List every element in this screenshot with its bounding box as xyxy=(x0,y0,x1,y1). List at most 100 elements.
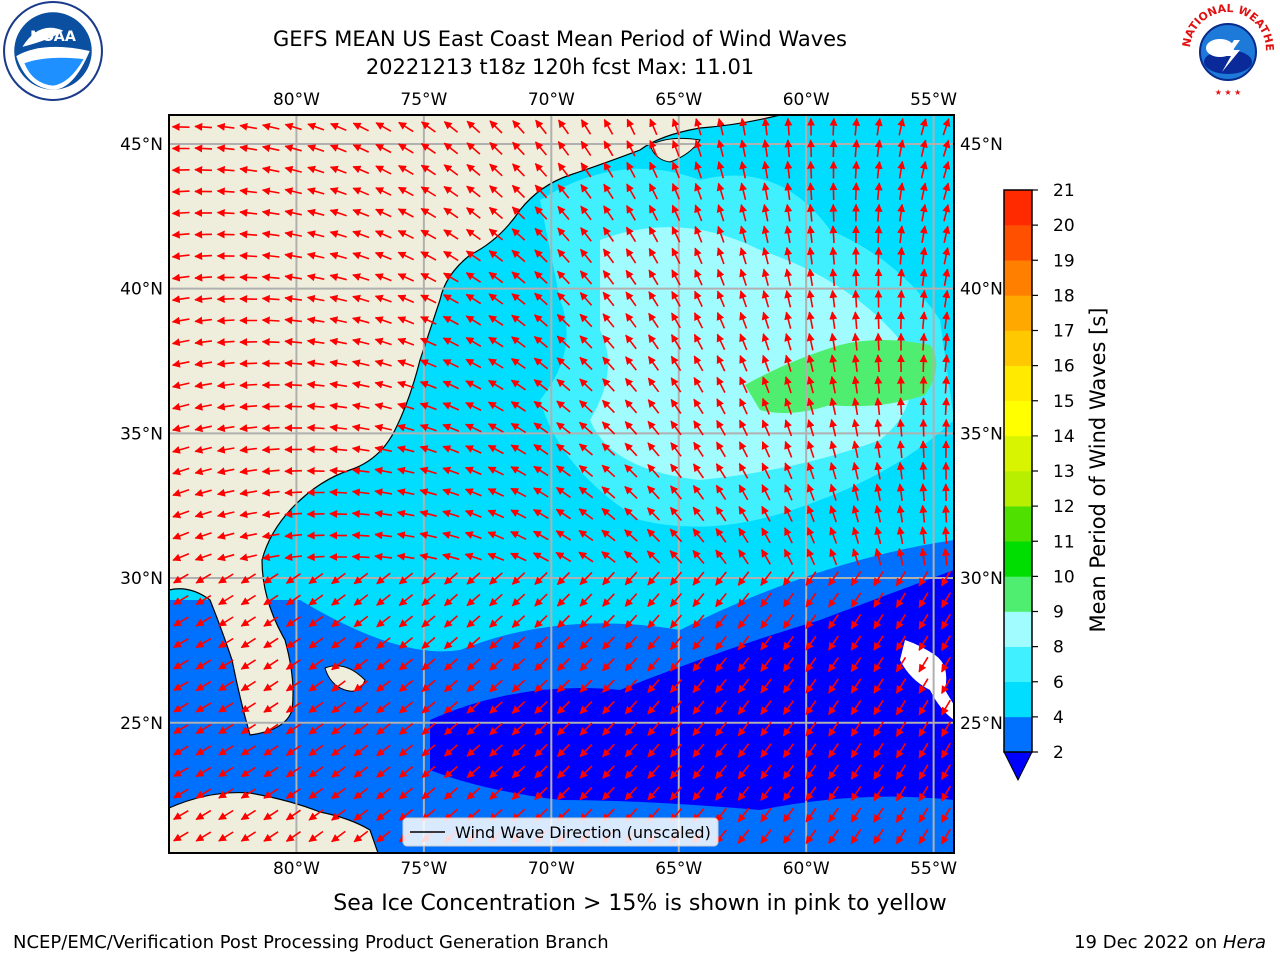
wave-arrow xyxy=(352,144,370,153)
wave-arrow xyxy=(556,314,571,327)
wave-arrow xyxy=(671,247,681,264)
wave-arrow xyxy=(873,592,884,608)
wave-arrow xyxy=(874,160,883,179)
wave-arrow xyxy=(784,527,793,544)
wave-arrow xyxy=(828,764,839,780)
wave-arrow xyxy=(308,572,324,585)
wave-arrow xyxy=(896,526,905,545)
wave-arrow xyxy=(648,291,659,307)
wave-arrow xyxy=(306,273,325,282)
wave-arrow xyxy=(602,636,615,650)
wave-arrow xyxy=(261,273,280,282)
wave-arrow xyxy=(534,722,548,736)
lon-tick-label: 80°W xyxy=(273,90,320,110)
wave-arrow xyxy=(171,252,190,261)
wave-arrow xyxy=(625,248,637,264)
wave-arrow xyxy=(239,122,258,131)
wave-arrow xyxy=(896,375,905,394)
wave-arrow xyxy=(647,636,660,651)
wave-arrow xyxy=(216,488,235,497)
wave-arrow xyxy=(624,507,638,521)
wave-arrow xyxy=(194,381,213,390)
wave-arrow xyxy=(489,722,503,736)
wave-arrow xyxy=(284,359,303,368)
wave-arrow xyxy=(329,380,348,389)
wave-arrow xyxy=(806,246,815,265)
wave-arrow xyxy=(784,462,793,480)
wave-arrow xyxy=(829,117,838,136)
wave-arrow xyxy=(670,420,682,436)
wave-arrow xyxy=(602,291,615,307)
wave-arrow xyxy=(716,117,725,136)
wave-arrow xyxy=(443,658,458,671)
wave-arrow xyxy=(805,764,817,780)
wave-arrow xyxy=(919,354,928,373)
wave-arrow xyxy=(487,509,505,519)
wave-arrow xyxy=(352,337,370,346)
wave-arrow xyxy=(487,531,505,540)
wave-arrow xyxy=(874,483,883,501)
wave-arrow xyxy=(625,269,637,285)
wave-arrow xyxy=(376,637,391,649)
wave-arrow xyxy=(239,445,257,454)
wave-arrow xyxy=(648,226,659,243)
colorbar-segment xyxy=(1004,506,1032,542)
wave-arrow xyxy=(194,359,213,368)
wave-arrow xyxy=(556,378,571,392)
wave-arrow xyxy=(806,548,816,566)
wave-arrow xyxy=(919,311,928,330)
wave-arrow xyxy=(578,529,594,542)
wave-arrow xyxy=(239,208,258,217)
colorbar-tick-label: 9 xyxy=(1053,603,1064,623)
wave-arrow xyxy=(240,702,257,713)
wave-arrow xyxy=(784,440,793,458)
wave-arrow xyxy=(419,423,437,432)
wave-arrow xyxy=(671,118,680,136)
wave-arrow xyxy=(624,679,638,693)
wave-arrow xyxy=(895,721,907,737)
wave-arrow xyxy=(919,289,928,308)
wave-arrow xyxy=(374,445,392,454)
wave-arrow xyxy=(239,488,258,497)
lat-tick-label: 40°N xyxy=(960,280,1003,300)
wave-arrow xyxy=(624,529,638,542)
wave-arrow xyxy=(195,573,212,584)
wave-arrow xyxy=(308,701,324,714)
wave-arrow xyxy=(421,658,436,671)
wave-arrow xyxy=(488,336,504,348)
wave-arrow xyxy=(195,702,212,713)
wave-arrow xyxy=(173,659,189,670)
wave-arrow xyxy=(693,441,704,458)
wave-arrow xyxy=(218,659,234,670)
wave-arrow xyxy=(306,294,325,303)
colorbar-tick-label: 2 xyxy=(1053,743,1064,763)
wave-arrow xyxy=(895,635,907,651)
wave-arrow xyxy=(760,786,772,801)
wave-arrow xyxy=(602,248,615,264)
wave-arrow xyxy=(941,785,951,802)
wave-arrow xyxy=(397,229,414,240)
wave-arrow xyxy=(376,658,391,671)
wave-arrow xyxy=(216,424,235,433)
wave-arrow xyxy=(443,250,459,262)
wave-arrow xyxy=(715,506,727,522)
wave-arrow xyxy=(897,160,906,179)
wave-arrow xyxy=(669,700,683,715)
map-frame xyxy=(168,114,955,854)
wave-arrow xyxy=(374,531,393,540)
latitude-ticks-left: 45°N 40°N 35°N 30°N 25°N xyxy=(120,135,163,734)
wave-arrow xyxy=(850,807,862,823)
wave-arrow xyxy=(443,615,458,628)
wave-arrow xyxy=(942,268,951,287)
wave-arrow xyxy=(716,139,725,157)
wave-arrow xyxy=(239,381,258,390)
wave-arrow xyxy=(534,701,548,714)
colorbar-segment xyxy=(1004,435,1032,472)
wave-arrow xyxy=(331,787,346,800)
wave-arrow xyxy=(829,375,838,394)
wave-arrow xyxy=(761,247,770,265)
wave-arrow xyxy=(510,379,526,391)
wave-arrow xyxy=(895,807,907,823)
wave-arrow xyxy=(555,551,572,563)
wave-arrow xyxy=(466,636,481,650)
